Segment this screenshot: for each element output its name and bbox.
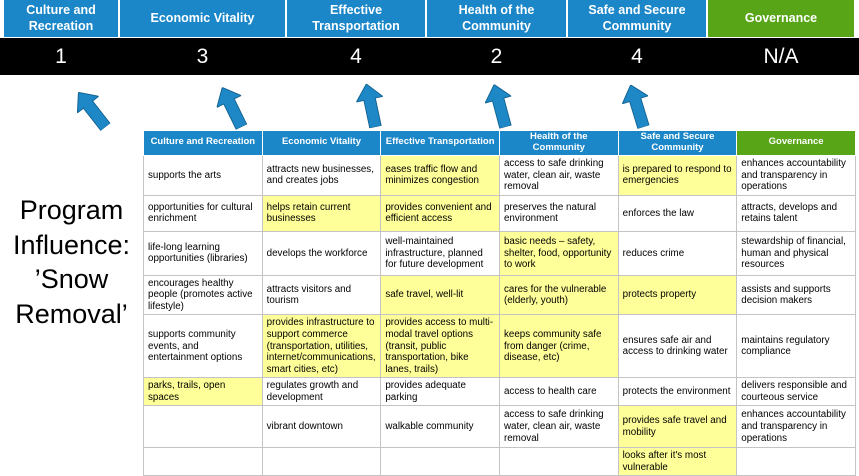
up-arrow-icon [484,83,513,130]
matrix-cell: preserves the natural environment [498,194,619,232]
matrix-header-row: Culture and Recreation Economic Vitality… [143,130,856,156]
matrix-cell: parks, trails, open spaces [143,377,263,407]
matrix-cell: supports the arts [143,154,263,196]
matrix-row: supports the arts attracts new businesses… [143,154,856,196]
matrix-cell: ensures safe air and access to drinking … [617,314,738,379]
matrix-cell [261,447,382,476]
scoreboard-header-economic-vitality: Economic Vitality [120,0,285,37]
matrix-cell: looks after it's most vulnerable [617,447,738,476]
matrix-cell: assists and supports decision makers [736,274,856,316]
matrix-cell: stewardship of financial, human and phys… [736,230,856,276]
matrix-header-governance: Governance [736,130,856,156]
matrix-cell: provides access to multi-modal travel op… [380,314,500,379]
up-arrow-icon [76,91,111,132]
matrix-cell: life-long learning opportunities (librar… [143,230,263,276]
matrix-cell: delivers responsible and courteous servi… [736,377,856,407]
matrix-cell [498,447,619,476]
matrix-row: parks, trails, open spaces regulates grow… [143,377,856,407]
matrix-cell: maintains regulatory compliance [736,314,856,379]
matrix-row: opportunities for cultural enrichment hel… [143,194,856,232]
scoreboard-header-safe-and-secure-community: Safe and Secure Community [568,0,706,37]
matrix-cell: well-maintained infrastructure, planned … [380,230,500,276]
matrix-row: life-long learning opportunities (librar… [143,230,856,276]
matrix-cell: cares for the vulnerable (elderly, youth… [498,274,619,316]
matrix-cell: encourages healthy people (promotes acti… [143,274,263,316]
matrix-cell: regulates growth and development [261,377,382,407]
matrix-cell: walkable community [380,405,500,449]
matrix-header-economic-vitality: Economic Vitality [261,130,382,156]
matrix-cell: develops the workforce [261,230,382,276]
matrix-cell [380,447,500,476]
matrix-cell: provides convenient and efficient access [380,194,500,232]
scoreboard-score-row: 1 3 4 2 4 N/A [0,38,859,75]
matrix-cell: attracts new businesses, and creates job… [261,154,382,196]
matrix-body: supports the arts attracts new businesses… [143,154,856,476]
score-safe-and-secure-community: 4 [631,44,643,68]
up-arrow-icon [216,86,248,131]
scoreboard-header-governance: Governance [708,0,854,37]
matrix-cell: access to health care [498,377,619,407]
matrix-cell [143,447,263,476]
matrix-header-effective-transportation: Effective Transportation [380,130,500,156]
matrix-cell: enhances accountability and transparency… [736,405,856,449]
score-culture-and-recreation: 1 [55,44,67,68]
matrix-cell: reduces crime [617,230,738,276]
matrix-cell: enforces the law [617,194,738,232]
score-governance: N/A [763,44,799,68]
matrix-header-health-of-the-community: Health of the Community [498,130,619,156]
program-influence-title: Program Influence: ’Snow Removal’ [12,195,131,329]
scoreboard-header-row: Culture and Recreation Economic Vitality… [0,0,859,37]
scoreboard-header-culture-and-recreation: Culture and Recreation [4,0,118,37]
matrix-cell [736,447,856,476]
up-arrow-icon [355,83,384,129]
influence-matrix: Culture and Recreation Economic Vitality… [143,130,856,476]
matrix-cell: attracts visitors and tourism [261,274,382,316]
matrix-header-safe-and-secure-community: Safe and Secure Community [617,130,738,156]
score-effective-transportation: 4 [350,44,362,68]
up-arrow-icon [621,84,650,130]
matrix-cell: opportunities for cultural enrichment [143,194,263,232]
slide-body: Program Influence: ’Snow Removal’ Cultur… [0,75,859,476]
score-economic-vitality: 3 [196,44,209,68]
scoreboard-header-effective-transportation: Effective Transportation [287,0,425,37]
matrix-cell: protects property [617,274,738,316]
matrix-header-culture-and-recreation: Culture and Recreation [143,130,263,156]
matrix-cell [143,405,263,449]
matrix-cell: access to safe drinking water, clean air… [498,405,619,449]
matrix-cell: protects the environment [617,377,738,407]
matrix-cell: provides adequate parking [380,377,500,407]
matrix-cell: keeps community safe from danger (crime,… [498,314,619,379]
matrix-cell: eases traffic flow and minimizes congest… [380,154,500,196]
matrix-cell: safe travel, well-lit [380,274,500,316]
matrix-cell: is prepared to respond to emergencies [617,154,738,196]
matrix-cell: enhances accountability and transparency… [736,154,856,196]
arrows [0,81,859,132]
matrix-cell: helps retain current businesses [261,194,382,232]
matrix-row: looks after it's most vulnerable [143,447,856,476]
matrix-row: encourages healthy people (promotes acti… [143,274,856,316]
matrix-cell: basic needs – safety, shelter, food, opp… [498,230,619,276]
matrix-cell: supports community events, and entertain… [143,314,263,379]
matrix-cell: vibrant downtown [261,405,382,449]
matrix-row: supports community events, and entertain… [143,314,856,379]
matrix-cell: attracts, develops and retains talent [736,194,856,232]
matrix-cell: access to safe drinking water, clean air… [498,154,619,196]
matrix-row: vibrant downtown walkable community access… [143,405,856,449]
score-health-of-the-community: 2 [490,44,503,68]
matrix-cell: provides infrastructure to support comme… [261,314,382,379]
scoreboard-header-health-of-the-community: Health of the Community [427,0,566,37]
matrix-cell: provides safe travel and mobility [617,405,738,449]
